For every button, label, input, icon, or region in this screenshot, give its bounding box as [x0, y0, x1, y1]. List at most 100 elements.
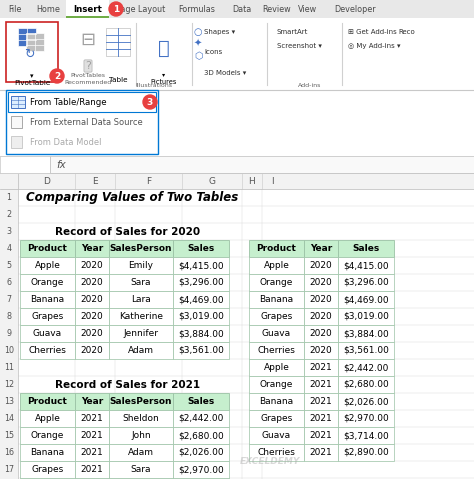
- Bar: [304, 257, 338, 274]
- Text: From Data Model: From Data Model: [30, 137, 101, 147]
- Text: SalesPerson: SalesPerson: [110, 397, 172, 406]
- Bar: [109, 393, 173, 410]
- Text: Reco: Reco: [398, 29, 415, 35]
- Text: $3,296.00: $3,296.00: [178, 278, 224, 287]
- Bar: [106, 28, 130, 56]
- Bar: [304, 393, 338, 410]
- Text: Record of Sales for 2020: Record of Sales for 2020: [55, 227, 201, 237]
- Bar: [304, 291, 338, 308]
- Text: View: View: [298, 4, 317, 13]
- Bar: [0, 274, 18, 291]
- Bar: [109, 444, 173, 461]
- Text: 3: 3: [7, 227, 11, 236]
- Text: 5: 5: [7, 261, 11, 270]
- Bar: [109, 308, 173, 325]
- Text: Orange: Orange: [260, 278, 293, 287]
- Circle shape: [143, 95, 157, 109]
- Text: 2020: 2020: [310, 312, 332, 321]
- Bar: [173, 240, 229, 257]
- Bar: [338, 291, 394, 308]
- Bar: [75, 325, 109, 342]
- Bar: [0, 461, 18, 478]
- Text: 2: 2: [54, 71, 60, 80]
- Text: $4,469.00: $4,469.00: [178, 295, 224, 304]
- Text: Adam: Adam: [128, 448, 154, 457]
- Bar: [173, 308, 229, 325]
- Text: E: E: [92, 176, 98, 185]
- Bar: [338, 274, 394, 291]
- Bar: [20, 257, 75, 274]
- Bar: [249, 291, 304, 308]
- Text: ○: ○: [194, 27, 202, 37]
- Text: $3,561.00: $3,561.00: [343, 346, 389, 355]
- Bar: [0, 206, 18, 223]
- Text: Pictures: Pictures: [151, 79, 177, 85]
- Bar: [66, 15, 109, 18]
- Text: $2,026.00: $2,026.00: [343, 397, 389, 406]
- Text: Guava: Guava: [33, 329, 62, 338]
- Bar: [109, 291, 173, 308]
- Text: Emily: Emily: [128, 261, 154, 270]
- Text: 14: 14: [4, 414, 14, 423]
- Bar: [304, 240, 338, 257]
- Text: Orange: Orange: [260, 380, 293, 389]
- Bar: [338, 342, 394, 359]
- Text: 2020: 2020: [81, 312, 103, 321]
- Text: ✦: ✦: [194, 39, 202, 49]
- Text: Apple: Apple: [35, 414, 61, 423]
- Text: Sales: Sales: [352, 244, 380, 253]
- Bar: [338, 444, 394, 461]
- Bar: [338, 359, 394, 376]
- Text: F: F: [146, 176, 151, 185]
- Bar: [173, 427, 229, 444]
- Text: 2021: 2021: [81, 465, 103, 474]
- Bar: [338, 376, 394, 393]
- Bar: [109, 257, 173, 274]
- Text: PivotTables: PivotTables: [71, 72, 106, 78]
- Text: $4,415.00: $4,415.00: [178, 261, 224, 270]
- Bar: [304, 308, 338, 325]
- Text: 2021: 2021: [310, 397, 332, 406]
- Bar: [20, 478, 75, 479]
- Text: $3,296.00: $3,296.00: [343, 278, 389, 287]
- Bar: [338, 240, 394, 257]
- Text: Jennifer: Jennifer: [124, 329, 158, 338]
- Text: ▾: ▾: [30, 73, 34, 79]
- Text: ?: ?: [85, 61, 91, 71]
- Text: Developer: Developer: [334, 4, 375, 13]
- Text: 2020: 2020: [310, 278, 332, 287]
- Text: Data: Data: [232, 4, 251, 13]
- Bar: [173, 342, 229, 359]
- Text: Home: Home: [36, 4, 60, 13]
- Bar: [338, 257, 394, 274]
- Bar: [0, 342, 18, 359]
- Text: Page Layout: Page Layout: [116, 4, 165, 13]
- Text: 15: 15: [4, 431, 14, 440]
- Bar: [304, 410, 338, 427]
- Text: Sara: Sara: [131, 278, 151, 287]
- Text: $2,680.00: $2,680.00: [343, 380, 389, 389]
- Bar: [0, 291, 18, 308]
- Bar: [173, 393, 229, 410]
- Text: 2020: 2020: [310, 329, 332, 338]
- Text: 11: 11: [4, 363, 14, 372]
- Text: 2021: 2021: [310, 380, 332, 389]
- Bar: [20, 325, 75, 342]
- Bar: [109, 410, 173, 427]
- Text: Apple: Apple: [35, 261, 61, 270]
- Text: Cherries: Cherries: [28, 346, 66, 355]
- Bar: [75, 291, 109, 308]
- Text: Grapes: Grapes: [31, 465, 64, 474]
- Text: ⊞ Get Add-ins: ⊞ Get Add-ins: [348, 29, 397, 35]
- Text: Sales: Sales: [187, 397, 215, 406]
- Bar: [249, 393, 304, 410]
- Bar: [20, 274, 75, 291]
- Text: Year: Year: [310, 244, 332, 253]
- Text: Lara: Lara: [131, 295, 151, 304]
- Bar: [304, 444, 338, 461]
- Bar: [26, 33, 44, 51]
- Bar: [173, 410, 229, 427]
- Text: $3,884.00: $3,884.00: [178, 329, 224, 338]
- Text: Banana: Banana: [259, 295, 293, 304]
- Text: $2,680.00: $2,680.00: [178, 431, 224, 440]
